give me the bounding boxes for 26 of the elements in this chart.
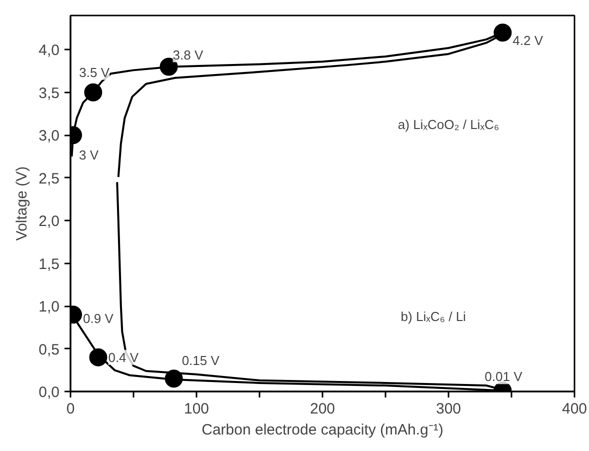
- annotation: b) LiₓC₆ / Li: [400, 308, 466, 324]
- y-tick-label: 3,0: [38, 128, 60, 145]
- x-tick-label: 300: [436, 400, 462, 418]
- y-tick-label: 4,0: [38, 42, 60, 60]
- data-label: 0.15 V: [182, 353, 220, 368]
- data-label: 3 V: [79, 148, 99, 163]
- x-tick-label: 0: [66, 400, 75, 418]
- data-label: 3.8 V: [172, 47, 204, 62]
- y-tick-label: 0,0: [38, 384, 60, 401]
- annotation: a) LiₓCoO₂ / LiₓC₆: [398, 117, 500, 132]
- data-label: 0.01 V: [484, 369, 523, 384]
- y-tick-label: 3,5: [38, 84, 60, 102]
- x-tick-label: 400: [562, 400, 588, 418]
- y-tick-label: 0,5: [38, 341, 60, 358]
- x-tick-label: 100: [184, 400, 210, 418]
- data-label: 0.4 V: [108, 350, 139, 365]
- data-label: 3.5 V: [79, 64, 110, 80]
- y-tick-label: 2,5: [38, 170, 60, 188]
- y-tick-label: 1,5: [38, 256, 60, 273]
- data-label: 0.9 V: [83, 311, 114, 326]
- x-tick-label: 200: [310, 400, 336, 418]
- data-label: 4.2 V: [512, 33, 544, 48]
- y-axis-title: Voltage (V): [14, 166, 31, 241]
- y-tick-label: 1,0: [38, 298, 60, 316]
- x-axis-title: Carbon electrode capacity (mAh.g⁻¹): [202, 422, 444, 438]
- y-tick-label: 2,0: [38, 213, 60, 230]
